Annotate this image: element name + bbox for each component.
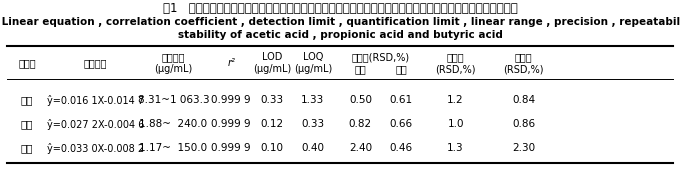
Text: 0.33: 0.33 bbox=[301, 119, 324, 129]
Text: 0.12: 0.12 bbox=[260, 119, 284, 129]
Text: 0.33: 0.33 bbox=[260, 95, 284, 105]
Text: 丙酸: 丙酸 bbox=[21, 119, 33, 129]
Text: 乙酸: 乙酸 bbox=[21, 95, 33, 105]
Text: 2.30: 2.30 bbox=[512, 143, 535, 153]
Text: 0.50: 0.50 bbox=[349, 95, 372, 105]
Text: 1.3: 1.3 bbox=[447, 143, 464, 153]
Text: 2.40: 2.40 bbox=[349, 143, 372, 153]
Text: (RSD,%): (RSD,%) bbox=[435, 64, 476, 74]
Text: 日间: 日间 bbox=[395, 64, 407, 74]
Text: 0.66: 0.66 bbox=[390, 119, 413, 129]
Text: ŷ=0.033 0X-0.008 2: ŷ=0.033 0X-0.008 2 bbox=[47, 143, 143, 153]
Text: 精密度(RSD,%): 精密度(RSD,%) bbox=[352, 52, 410, 62]
Text: 0.84: 0.84 bbox=[512, 95, 535, 105]
Text: 1.17~  150.0: 1.17~ 150.0 bbox=[139, 143, 207, 153]
Text: (μg/mL): (μg/mL) bbox=[294, 64, 332, 74]
Text: 0.46: 0.46 bbox=[390, 143, 413, 153]
Text: 0.999 9: 0.999 9 bbox=[211, 143, 251, 153]
Text: 0.61: 0.61 bbox=[390, 95, 413, 105]
Text: LOD: LOD bbox=[262, 52, 282, 62]
Text: 0.10: 0.10 bbox=[260, 143, 284, 153]
Text: (RSD,%): (RSD,%) bbox=[503, 64, 544, 74]
Text: 0.86: 0.86 bbox=[512, 119, 535, 129]
Text: Tab.1   Linear equation , correlation coefficient , detection limit , quantifica: Tab.1 Linear equation , correlation coef… bbox=[0, 17, 680, 27]
Text: 1.0: 1.0 bbox=[447, 119, 464, 129]
Text: 8.31~1 063.3: 8.31~1 063.3 bbox=[137, 95, 209, 105]
Text: r²: r² bbox=[227, 58, 235, 68]
Text: 稳定性: 稳定性 bbox=[515, 52, 532, 62]
Text: (μg/mL): (μg/mL) bbox=[253, 64, 291, 74]
Text: 日内: 日内 bbox=[354, 64, 367, 74]
Text: 0.82: 0.82 bbox=[349, 119, 372, 129]
Text: ŷ=0.016 1X-0.014 7: ŷ=0.016 1X-0.014 7 bbox=[47, 95, 143, 105]
Text: stability of acetic acid , propionic acid and butyric acid: stability of acetic acid , propionic aci… bbox=[177, 30, 503, 40]
Text: 回归方程: 回归方程 bbox=[84, 58, 107, 68]
Text: 表1   乙酸、丁酸、丙酸的线性回归方程，相关系数，检测限，定量限，线性范围，精密度，重复性和稳定性结果: 表1 乙酸、丁酸、丙酸的线性回归方程，相关系数，检测限，定量限，线性范围，精密度… bbox=[163, 2, 517, 15]
Text: 1.2: 1.2 bbox=[447, 95, 464, 105]
Text: ŷ=0.027 2X-0.004 6: ŷ=0.027 2X-0.004 6 bbox=[46, 118, 144, 130]
Text: 线性范围: 线性范围 bbox=[162, 52, 185, 62]
Text: 0.999 9: 0.999 9 bbox=[211, 119, 251, 129]
Text: 0.999 9: 0.999 9 bbox=[211, 95, 251, 105]
Text: 1.33: 1.33 bbox=[301, 95, 324, 105]
Text: 重复性: 重复性 bbox=[447, 52, 464, 62]
Text: LOQ: LOQ bbox=[303, 52, 323, 62]
Text: 1.88~  240.0: 1.88~ 240.0 bbox=[139, 119, 207, 129]
Text: (μg/mL): (μg/mL) bbox=[154, 64, 192, 74]
Text: 丁酸: 丁酸 bbox=[21, 143, 33, 153]
Text: 化合物: 化合物 bbox=[18, 58, 36, 68]
Text: 0.40: 0.40 bbox=[301, 143, 324, 153]
